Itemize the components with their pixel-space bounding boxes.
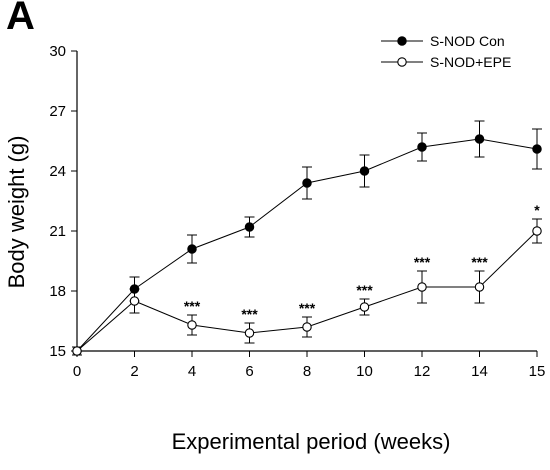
data-point	[187, 320, 197, 330]
x-tick-label: 15	[529, 363, 546, 380]
significance-label: *	[534, 202, 540, 218]
significance-label: ***	[241, 306, 258, 322]
data-point	[187, 244, 197, 254]
significance-label: ***	[356, 282, 373, 298]
data-point	[417, 282, 427, 292]
y-tick-label: 21	[49, 223, 66, 240]
panel-label: A	[6, 0, 35, 38]
x-tick-label: 2	[130, 363, 138, 380]
significance-label: ***	[184, 298, 201, 314]
x-tick-label: 0	[73, 363, 81, 380]
x-tick-label: 6	[245, 363, 253, 380]
data-point	[359, 302, 370, 312]
data-point	[72, 346, 82, 356]
legend-label: S-NOD+EPE	[430, 54, 511, 70]
x-axis-label: Experimental period (weeks)	[172, 429, 451, 454]
data-point	[474, 134, 485, 144]
y-tick-label: 18	[49, 283, 66, 300]
x-tick-label: 4	[188, 363, 196, 380]
series-2: *** *** ********* ****	[72, 202, 542, 356]
data-point	[244, 222, 255, 232]
x-tick-label: 14	[471, 363, 488, 380]
significance-label: ***	[471, 254, 488, 270]
legend-label: S-NOD Con	[430, 33, 505, 49]
y-axis-label: Body weight (g)	[4, 136, 29, 289]
data-point	[532, 226, 542, 236]
significance-label: ***	[414, 254, 431, 270]
y-tick-label: 15	[49, 343, 66, 360]
data-point	[359, 166, 370, 176]
legend-marker	[397, 36, 407, 46]
data-point	[532, 144, 542, 154]
legend-marker	[397, 57, 407, 67]
x-tick-label: 12	[414, 363, 431, 380]
y-tick-label: 24	[49, 163, 66, 180]
data-point	[302, 178, 312, 188]
data-point	[474, 282, 485, 292]
data-point	[244, 328, 255, 338]
x-tick-label: 8	[303, 363, 311, 380]
y-tick-label: 30	[49, 43, 66, 60]
legend: S-NOD Con S-NOD+EPE	[381, 33, 511, 70]
data-point	[417, 142, 427, 152]
x-axis-ticks: 0 2 4 6 8 10 12 14 15	[73, 351, 546, 380]
y-axis-ticks: 15 18 21 24 27 30	[49, 43, 77, 360]
y-tick-label: 27	[49, 103, 66, 120]
data-point	[302, 322, 312, 332]
series-layer: *** *** ********* ****	[72, 120, 542, 356]
significance-label: ***	[299, 300, 316, 316]
data-point	[129, 296, 140, 306]
x-tick-label: 10	[356, 363, 373, 380]
